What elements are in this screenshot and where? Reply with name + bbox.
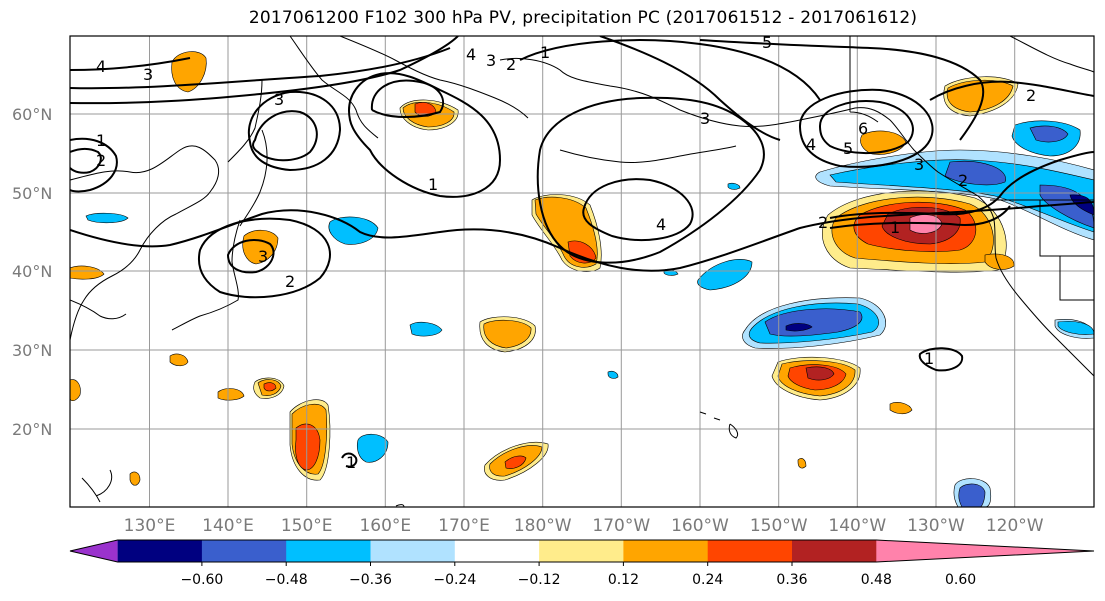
colorbar-tick-label: 0.60 [945,572,976,588]
lon-label: 180°W [514,516,572,536]
contour-label: 4 [96,57,106,76]
contour-label: 1 [890,218,900,237]
lon-label: 140°E [202,516,254,536]
lon-label: 120°W [986,516,1044,536]
colorbar-tick-label: 0.48 [861,572,892,588]
colorbar-segment [539,540,624,562]
colorbar-extend-high [876,540,1094,562]
lon-label: 150°W [750,516,808,536]
lon-label: 130°E [124,516,176,536]
precip-shading [70,51,1094,507]
colorbar-tick-label: −0.12 [518,572,561,588]
lon-label: 150°E [281,516,333,536]
graticule [70,36,1094,507]
contour-label: 3 [274,90,284,109]
pv-contours [70,36,1094,468]
colorbar-extend-low [70,540,118,562]
lon-label: 160°E [359,516,411,536]
longitude-labels: 130°E 140°E 150°E 160°E 170°E 180°W 170°… [124,516,1044,536]
colorbar-segment [286,540,371,562]
contour-label: 4 [656,215,666,234]
contour-label: 1 [346,453,356,472]
colorbar-tick-label: 0.12 [608,572,639,588]
pv-contour-labels: 5 4 3 3 1 2 3 2 1 4 3 2 1 3 4 5 6 4 1 2 … [96,33,1104,472]
contour-label: 4 [466,45,476,64]
colorbar-tick-labels: −0.60 −0.48 −0.36 −0.24 −0.12 0.12 0.24 … [180,572,976,588]
colorbar-tick-label: 0.36 [776,572,807,588]
contour-label: 1 [540,43,550,62]
contour-label: 3 [914,155,924,174]
contour-label: 5 [843,139,853,158]
colorbar-segment [454,540,540,562]
lon-label: 140°W [828,516,886,536]
lon-label: 130°W [907,516,965,536]
contour-label: 6 [858,119,868,138]
colorbar-tick-label: −0.60 [180,572,223,588]
contour-label: 2 [818,213,828,232]
contour-label: 2 [96,151,106,170]
lon-label: 170°E [438,516,490,536]
contour-label: 2 [958,171,968,190]
colorbar-tick-label: 0.24 [692,572,723,588]
lon-label: 160°W [671,516,729,536]
lat-label: 20°N [12,420,52,439]
contour-label: 4 [806,135,816,154]
contour-label: 3 [700,109,710,128]
lon-label: 170°W [592,516,650,536]
colorbar-tick-label: −0.48 [265,572,308,588]
map-frame [69,35,1095,508]
contour-label: 1 [428,175,438,194]
contour-label: 3 [143,65,153,84]
colorbar-segment [117,540,203,562]
lat-label: 30°N [12,341,52,360]
contour-label: 3 [486,51,496,70]
contour-label: 5 [762,33,772,52]
colorbar-segment [370,540,456,562]
contour-label: 1 [1094,135,1104,154]
figure-title: 2017061200 F102 300 hPa PV, precipitatio… [248,8,918,28]
colorbar-segment [792,540,877,562]
contour-label: 2 [285,272,295,291]
colorbar-segment [201,540,287,562]
contour-label: 2 [506,55,516,74]
coastlines [70,36,1094,507]
contour-label: 2 [1026,86,1036,105]
contour-label: 1 [96,131,106,150]
latitude-labels: 60°N 50°N 40°N 30°N 20°N [12,105,52,439]
colorbar-tick-label: −0.36 [349,572,392,588]
contour-label: 1 [924,349,934,368]
lat-label: 60°N [12,105,52,124]
lat-label: 40°N [12,262,52,281]
colorbar-segment [623,540,709,562]
colorbar-tick-label: −0.24 [433,572,476,588]
lat-label: 50°N [12,184,52,203]
colorbar-segment [707,540,793,562]
contour-label: 3 [258,247,268,266]
colorbar-outline [69,539,1095,563]
colorbar [69,539,1095,566]
